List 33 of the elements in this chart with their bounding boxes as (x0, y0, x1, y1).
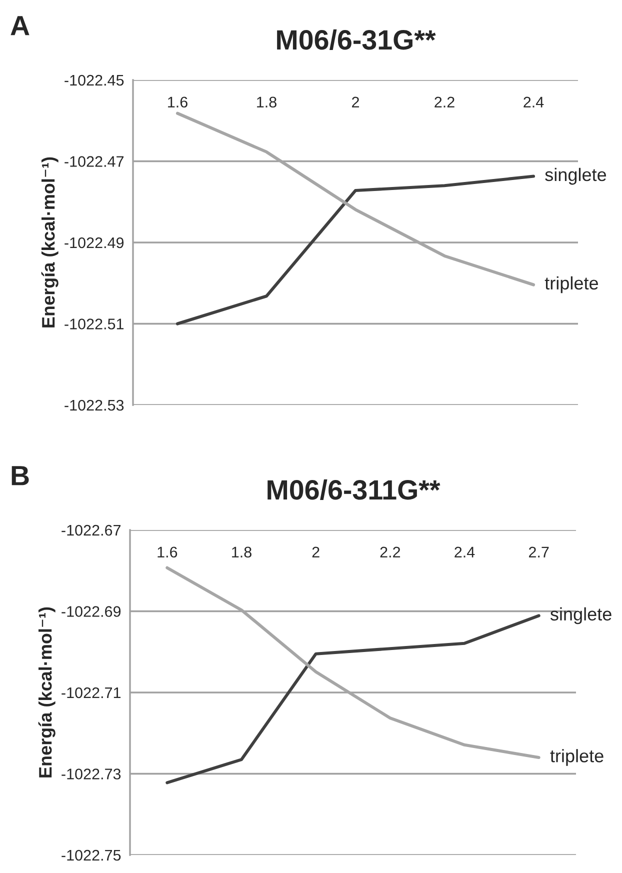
y-tick-label: -1022.47 (64, 156, 124, 167)
line-series (176, 174, 536, 326)
y-tick-label: -1022.69 (62, 606, 121, 617)
y-tick-label: -1022.51 (64, 318, 124, 330)
y-axis-title: Energía (kcal·mol⁻¹) (41, 157, 58, 328)
y-tick-label: -1022.73 (62, 768, 121, 780)
series-label: singlete (550, 607, 612, 624)
series-label: singlete (545, 168, 606, 185)
x-tick-label: 1.6 (158, 546, 178, 558)
y-tick-label: -1022.67 (62, 524, 121, 536)
x-tick-label: 2.2 (380, 546, 400, 558)
x-tick-label: 1.8 (257, 96, 276, 108)
x-tick-label: 2.7 (528, 546, 549, 558)
x-tick-label: 1.6 (168, 96, 188, 108)
x-tick-label: 2.4 (524, 96, 544, 108)
text: A (10, 16, 30, 36)
line-series (166, 614, 540, 784)
x-tick-label: 2 (352, 96, 359, 108)
x-tick-label: 2.2 (434, 96, 454, 108)
text: B (12, 466, 29, 486)
y-tick-label: -1022.53 (64, 400, 124, 411)
chart-title: M06/6-311G** (268, 479, 440, 500)
y-tick-label: -1022.75 (62, 850, 121, 861)
y-tick-label: -1022.71 (62, 687, 121, 698)
y-tick-label: -1022.49 (64, 237, 124, 248)
x-tick-label: 2.4 (454, 546, 475, 558)
x-tick-label: 2 (312, 546, 320, 558)
series-label: triplete (550, 749, 604, 766)
y-tick-label: -1022.45 (64, 74, 124, 86)
series-label: triplete (544, 276, 598, 294)
chart-title: M06/6-31G** (277, 29, 436, 50)
x-tick-label: 1.8 (232, 546, 252, 558)
y-axis-title: Energía (kcal·mol⁻¹) (38, 607, 56, 778)
